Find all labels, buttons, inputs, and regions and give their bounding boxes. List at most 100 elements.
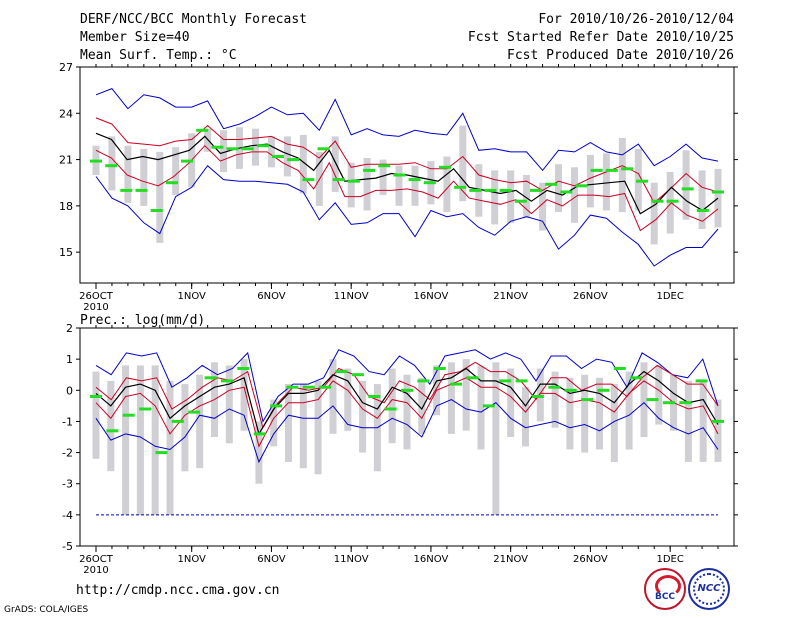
prec-spread-bar [344,368,352,431]
prec-p20-line [95,377,719,448]
forecast-period-label: For 2010/10/26-2010/12/04 [538,12,734,27]
prec-x-tick-label: 26OCT [79,554,114,565]
temp-min-line [95,164,719,267]
prec-x-year-label: 2010 [83,565,108,576]
temp-x-tick-label: 6NOV [257,291,286,302]
temp-spread-bar [220,130,228,172]
prec-y-tick-label: -3 [62,478,73,491]
prec-spread-bar [285,384,292,462]
temp-x-tick-label: 21NOV [493,291,528,302]
prec-spread-bar [166,380,174,515]
temp-spread-bar [347,162,355,208]
prec-x-tick-label: 26NOV [573,554,608,565]
ncc-logo-text: NCC [697,583,721,594]
prec-spread-bar [610,384,618,462]
temp-spread-bar [650,182,658,245]
temp-spread-bar [443,156,451,212]
prec-y-tick-label: 1 [66,353,73,366]
temp-spread-bar [395,165,403,206]
prec-spread-bar [314,380,322,475]
temp-spread-bar [124,145,132,203]
prec-p80-line [95,361,719,429]
prec-spread-bar [122,365,130,515]
prec-spread-bar [418,377,426,434]
prec-spread-bar [359,380,367,453]
temp-x-tick-label: 1DEC [656,291,683,302]
prec-spread-bar [625,371,633,450]
prec-spread-bar [447,362,455,434]
temp-frame [79,66,735,284]
temperature-panel: 15 18 21 24 27 26OCT 1NOV 6NOV 11NOV 16NOV 21NOV 26… [59,61,738,313]
temp-spread-bar [140,148,148,206]
prec-spread-bar [699,380,707,462]
prec-x-tick-label: 1NOV [177,554,206,565]
prec-spread-bar [596,377,603,450]
temp-p80-line [95,117,719,204]
prec-frame [79,327,735,547]
temp-spread-bar [507,170,515,223]
temp-spread-bar [172,147,180,195]
temp-spread-bar [267,136,275,168]
prec-spread-bar [462,359,470,431]
prec-y-tick-label: -2 [62,447,73,460]
prec-y-tick-label: -5 [62,540,73,553]
temp-spread-bar [379,159,387,196]
prec-spread-bar [107,380,115,472]
precipitation-panel: -5 -4 -3 -2 -1 0 1 2 26OCT 1NOV 6NOV 11NOV 16NOV 21NO… [62,322,738,576]
prec-spread-bar [329,359,337,434]
bcc-swirl-icon [655,575,681,597]
temp-spread-bar [331,136,339,192]
prec-spread-bar [255,421,263,484]
temp-spread-bar [682,150,690,220]
temp-spread-bar [156,151,164,243]
prec-spread-bar [92,371,100,459]
fcst-produced-label: Fcst Produced Date 2010/10/26 [507,48,734,63]
prec-spread-bar [684,380,692,462]
prec-min-line [95,399,719,464]
temp-x-year-label: 2010 [83,302,108,313]
member-size-label: Member Size=40 [80,30,190,45]
temp-spread-bar [283,136,291,177]
variable-label: Mean Surf. Temp.: °C [80,48,237,63]
ncc-logo: NCC [688,568,730,610]
temp-spread-bar [586,154,594,208]
temp-spread-bar [411,165,419,206]
temp-x-tick-label: 26OCT [79,291,114,302]
prec-x-tick-label: 21NOV [493,554,528,565]
prec-spread-bar [492,362,500,515]
temp-y-tick-label: 18 [59,200,73,213]
prec-spread-bar [566,377,574,450]
source-url[interactable]: http://cmdp.ncc.cma.gov.cn [76,583,280,598]
prec-spread-bar [655,365,663,425]
prec-spread-bar [522,387,529,447]
grads-credit: GrADS: COLA/IGES [4,605,89,615]
precip-panel-title: Prec.: log(mm/d) [80,313,205,328]
prec-y-tick-label: -4 [62,509,73,522]
temp-spread-bar [299,134,307,194]
prec-spread-bar [477,365,485,450]
temp-y-tick-label: 15 [59,246,73,259]
prec-mean-line [95,367,719,436]
prec-spread-bar [507,368,515,437]
temp-spread-bar [108,136,116,191]
temp-spread-bar [539,182,547,231]
prec-spread-bar [388,368,396,444]
temp-p20-line [95,144,719,232]
prec-spread-bar [714,399,722,462]
temp-spread-bar [571,167,578,223]
prec-spread-bar [181,384,189,472]
temp-spread-bar [459,125,467,202]
prec-max-line [95,349,719,423]
temp-spread-bar [555,164,562,212]
prec-spread-bar [536,368,544,422]
prec-spread-bar [225,365,233,444]
prec-spread-bar [581,374,589,453]
temp-x-tick-label: 26NOV [573,291,608,302]
prec-y-tick-label: -1 [62,415,73,428]
prec-spread-bar [136,365,144,515]
prec-spread-bar [640,362,648,437]
temp-spread-bar [252,128,259,166]
prec-spread-bar [196,374,204,469]
bcc-logo: BCC [644,568,686,610]
